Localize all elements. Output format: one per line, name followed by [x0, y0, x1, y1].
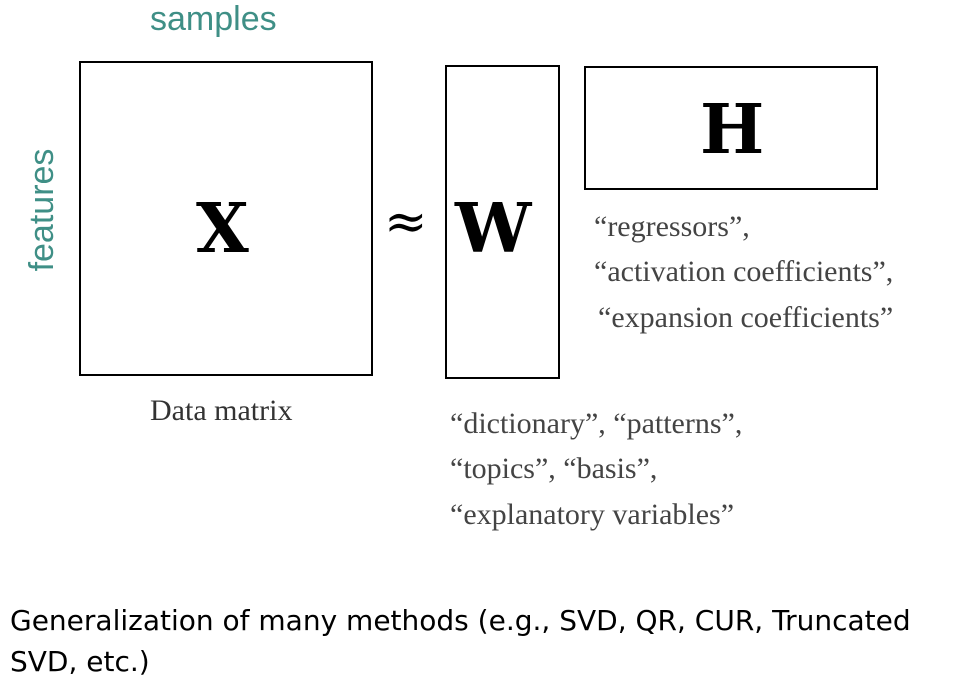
h-matrix-letter: H — [700, 90, 765, 170]
w-matrix-box — [445, 65, 560, 379]
h-annotation-line: “activation coefficients”, — [594, 255, 894, 288]
w-annotation-line: “topics”, “basis”, — [450, 452, 658, 485]
x-matrix-letter: X — [196, 189, 249, 269]
x-matrix-box — [79, 61, 373, 376]
approx-symbol: ≈ — [384, 192, 428, 252]
samples-label: samples — [150, 0, 277, 38]
caption-line-1: Generalization of many methods (e.g., SV… — [10, 604, 911, 637]
h-annotation-line: “expansion coefficients” — [598, 301, 894, 334]
features-label: features — [23, 148, 61, 272]
h-matrix-box — [584, 66, 878, 190]
x-matrix-caption: Data matrix — [150, 394, 293, 427]
w-annotation-line: “explanatory variables” — [450, 498, 735, 531]
w-matrix-letter: W — [455, 189, 532, 269]
w-annotation-line: “dictionary”, “patterns”, — [450, 407, 743, 440]
h-annotation-line: “regressors”, — [594, 210, 750, 243]
caption-line-2: SVD, etc.) — [10, 645, 150, 678]
